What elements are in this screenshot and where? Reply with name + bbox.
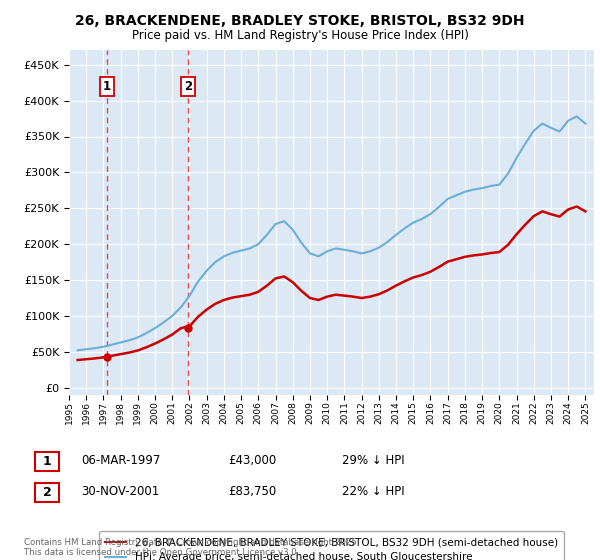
- Legend: 26, BRACKENDENE, BRADLEY STOKE, BRISTOL, BS32 9DH (semi-detached house), HPI: Av: 26, BRACKENDENE, BRADLEY STOKE, BRISTOL,…: [99, 531, 564, 560]
- Text: 1: 1: [103, 80, 110, 93]
- Text: 06-MAR-1997: 06-MAR-1997: [81, 454, 160, 467]
- Text: 1: 1: [43, 455, 52, 468]
- Text: 2: 2: [43, 486, 52, 500]
- Text: 29% ↓ HPI: 29% ↓ HPI: [342, 454, 404, 467]
- Text: £83,750: £83,750: [228, 485, 276, 498]
- Text: 22% ↓ HPI: 22% ↓ HPI: [342, 485, 404, 498]
- Text: £43,000: £43,000: [228, 454, 276, 467]
- FancyBboxPatch shape: [35, 452, 59, 471]
- Text: 26, BRACKENDENE, BRADLEY STOKE, BRISTOL, BS32 9DH: 26, BRACKENDENE, BRADLEY STOKE, BRISTOL,…: [75, 14, 525, 28]
- FancyBboxPatch shape: [35, 483, 59, 502]
- Text: 2: 2: [184, 80, 192, 93]
- Text: 30-NOV-2001: 30-NOV-2001: [81, 485, 159, 498]
- Text: Price paid vs. HM Land Registry's House Price Index (HPI): Price paid vs. HM Land Registry's House …: [131, 29, 469, 42]
- Text: Contains HM Land Registry data © Crown copyright and database right 2025.
This d: Contains HM Land Registry data © Crown c…: [24, 538, 359, 557]
